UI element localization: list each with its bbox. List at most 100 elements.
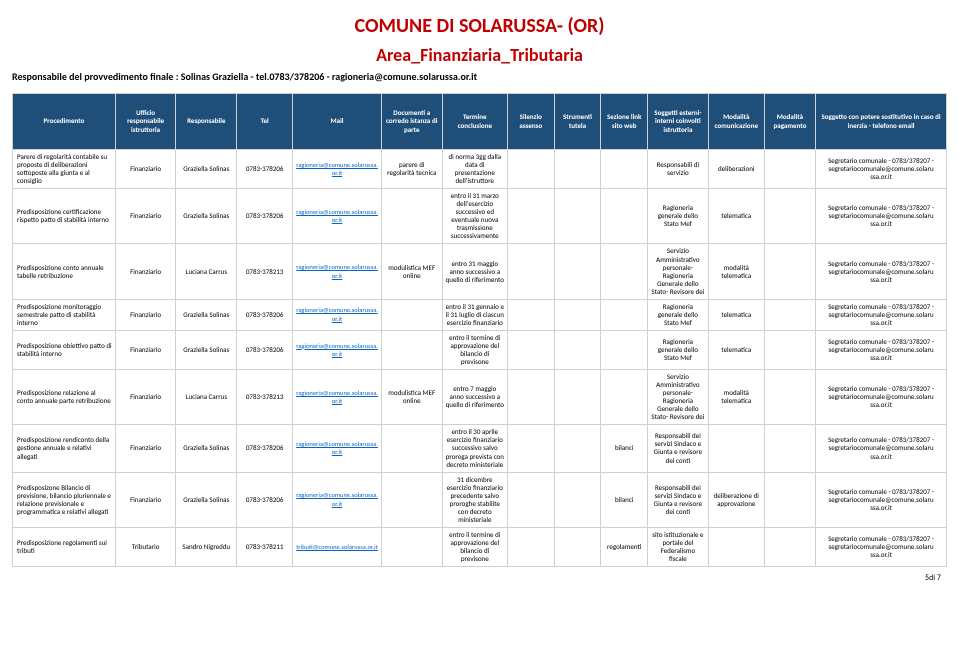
table-cell: 0783-378213	[237, 370, 293, 425]
table-cell: Ragioneria generale dello Stato Mef	[648, 189, 709, 244]
table-row: Predisposizione conto annuale tabelle re…	[13, 244, 947, 299]
table-cell: Tributario	[115, 527, 176, 566]
col-header: Soggetti esterni-interni coinvolti istru…	[648, 94, 709, 150]
table-cell: modalità telematica	[708, 244, 764, 299]
table-cell: bilanci	[601, 472, 648, 527]
col-header: Soggetto con potere sostitutivo in caso …	[816, 94, 947, 150]
table-cell: sito istituzionale e portale del Federal…	[648, 527, 709, 566]
mail-link[interactable]: ragioneria@comune.solarussa.or.it	[296, 342, 378, 358]
table-cell: Responsabili dei servizi Sindaco e Giunt…	[648, 425, 709, 472]
table-cell: Predisposizione monitoraggio semestrale …	[13, 299, 116, 330]
table-cell	[507, 330, 554, 369]
table-cell	[381, 425, 442, 472]
table-cell: di norma 3gg dalla data di presentazione…	[442, 150, 507, 189]
table-cell: entro 31 maggio anno successivo a quello…	[442, 244, 507, 299]
table-cell	[507, 472, 554, 527]
table-cell	[554, 370, 601, 425]
area-title: Area_Finanziaria_Tributaria	[12, 44, 947, 66]
table-cell: Predisposizione certificazione rispetto …	[13, 189, 116, 244]
table-cell	[764, 299, 815, 330]
table-cell	[507, 527, 554, 566]
table-cell: Predisposizione rendiconto della gestion…	[13, 425, 116, 472]
table-cell	[507, 150, 554, 189]
table-cell: Finanziario	[115, 425, 176, 472]
col-header: Mail	[293, 94, 382, 150]
table-row: Parere di regolarità contabile su propos…	[13, 150, 947, 189]
table-cell: Predisposizione obiettivo patto di stabi…	[13, 330, 116, 369]
table-cell: 0783-378211	[237, 527, 293, 566]
table-cell	[764, 472, 815, 527]
mail-link[interactable]: ragioneria@comune.solarussa.or.it	[296, 491, 378, 507]
table-cell	[381, 330, 442, 369]
table-cell: entro il termine di approvazione del bil…	[442, 330, 507, 369]
table-cell: Segretario comunale - 0783/378207 - segr…	[816, 299, 947, 330]
table-cell: modulistica MEF online	[381, 370, 442, 425]
table-cell	[507, 244, 554, 299]
col-header: Ufficio responsabile istruttoria	[115, 94, 176, 150]
table-cell	[554, 425, 601, 472]
table-cell	[708, 425, 764, 472]
table-cell: Responsabili dei servizi Sindaco e Giunt…	[648, 472, 709, 527]
mail-link[interactable]: ragioneria@comune.solarussa.or.it	[296, 263, 378, 279]
table-cell: regolamenti	[601, 527, 648, 566]
table-cell: Parere di regolarità contabile su propos…	[13, 150, 116, 189]
table-cell	[507, 425, 554, 472]
table-cell	[554, 244, 601, 299]
col-header: Modalità pagamento	[764, 94, 815, 150]
table-cell	[708, 527, 764, 566]
table-cell: ragioneria@comune.solarussa.or.it	[293, 472, 382, 527]
col-header: Termine conclusione	[442, 94, 507, 150]
mail-link[interactable]: tributi@comune.solarussa.or.it	[296, 543, 378, 551]
table-cell: ragioneria@comune.solarussa.or.it	[293, 189, 382, 244]
table-cell: Sandro Nigreddu	[176, 527, 237, 566]
table-cell: Finanziario	[115, 299, 176, 330]
mail-link[interactable]: ragioneria@comune.solarussa.or.it	[296, 208, 378, 224]
table-cell: Luciana Carrus	[176, 370, 237, 425]
table-cell	[601, 299, 648, 330]
table-cell: Luciana Carrus	[176, 244, 237, 299]
table-cell	[601, 370, 648, 425]
org-title: COMUNE DI SOLARUSSA- (OR)	[12, 14, 947, 38]
table-cell	[601, 189, 648, 244]
mail-link[interactable]: ragioneria@comune.solarussa.or.it	[296, 389, 378, 405]
table-cell: Segretario comunale - 0783/378207 - segr…	[816, 527, 947, 566]
col-header: Modalità comunicazione	[708, 94, 764, 150]
table-cell: Finanziario	[115, 244, 176, 299]
procedures-table: Procedimento Ufficio responsabile istrut…	[12, 93, 947, 567]
mail-link[interactable]: ragioneria@comune.solarussa.or.it	[296, 161, 378, 177]
table-cell: Graziella Solinas	[176, 150, 237, 189]
table-cell: 0783-378206	[237, 299, 293, 330]
table-cell	[381, 472, 442, 527]
table-cell: Ragioneria generale dello Stato Mef	[648, 330, 709, 369]
table-cell	[381, 299, 442, 330]
table-cell	[507, 189, 554, 244]
table-cell: 0783-378213	[237, 244, 293, 299]
table-cell	[764, 527, 815, 566]
table-cell	[554, 150, 601, 189]
table-cell	[554, 527, 601, 566]
table-cell: ragioneria@comune.solarussa.or.it	[293, 150, 382, 189]
table-cell: Finanziario	[115, 150, 176, 189]
table-cell: ragioneria@comune.solarussa.or.it	[293, 425, 382, 472]
table-cell: telematica	[708, 189, 764, 244]
table-cell: Finanziario	[115, 189, 176, 244]
mail-link[interactable]: ragioneria@comune.solarussa.or.it	[296, 306, 378, 322]
col-header: Tel	[237, 94, 293, 150]
col-header: Sezione link sito web	[601, 94, 648, 150]
table-cell	[507, 299, 554, 330]
table-cell: 0783-378206	[237, 330, 293, 369]
table-cell: Segretario comunale - 0783/378207 - segr…	[816, 370, 947, 425]
table-cell: entro il termine di approvazione del bil…	[442, 527, 507, 566]
col-header: Procedimento	[13, 94, 116, 150]
table-cell	[381, 189, 442, 244]
table-cell: 31 dicembre esercizio finanziario preced…	[442, 472, 507, 527]
table-cell: Graziella Solinas	[176, 425, 237, 472]
table-cell: bilanci	[601, 425, 648, 472]
page-footer: 5di 7	[12, 573, 947, 583]
table-row: Predisposizione certificazione rispetto …	[13, 189, 947, 244]
table-row: Predisposizione obiettivo patto di stabi…	[13, 330, 947, 369]
table-cell	[764, 189, 815, 244]
table-cell	[554, 330, 601, 369]
mail-link[interactable]: ragioneria@comune.solarussa.or.it	[296, 440, 378, 456]
table-cell	[601, 150, 648, 189]
